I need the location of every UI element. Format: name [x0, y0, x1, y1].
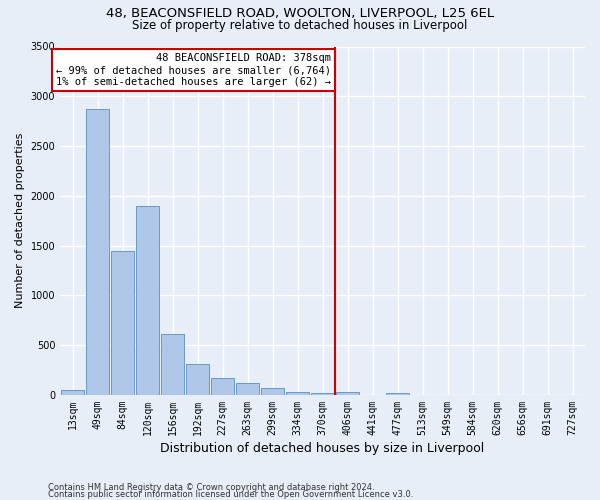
Y-axis label: Number of detached properties: Number of detached properties — [15, 133, 25, 308]
Bar — [311, 393, 334, 395]
Bar — [211, 378, 234, 395]
Bar — [136, 206, 159, 395]
Bar — [161, 334, 184, 395]
Text: Size of property relative to detached houses in Liverpool: Size of property relative to detached ho… — [133, 19, 467, 32]
Bar — [187, 364, 209, 395]
Text: Contains HM Land Registry data © Crown copyright and database right 2024.: Contains HM Land Registry data © Crown c… — [48, 484, 374, 492]
Text: 48 BEACONSFIELD ROAD: 378sqm
← 99% of detached houses are smaller (6,764)
1% of : 48 BEACONSFIELD ROAD: 378sqm ← 99% of de… — [56, 54, 331, 86]
Bar — [61, 390, 84, 395]
Bar — [236, 384, 259, 395]
Text: Contains public sector information licensed under the Open Government Licence v3: Contains public sector information licen… — [48, 490, 413, 499]
X-axis label: Distribution of detached houses by size in Liverpool: Distribution of detached houses by size … — [160, 442, 485, 455]
Text: 48, BEACONSFIELD ROAD, WOOLTON, LIVERPOOL, L25 6EL: 48, BEACONSFIELD ROAD, WOOLTON, LIVERPOO… — [106, 8, 494, 20]
Bar — [337, 392, 359, 395]
Bar — [386, 393, 409, 395]
Bar — [112, 250, 134, 395]
Bar — [286, 392, 309, 395]
Bar — [262, 388, 284, 395]
Bar — [86, 109, 109, 395]
